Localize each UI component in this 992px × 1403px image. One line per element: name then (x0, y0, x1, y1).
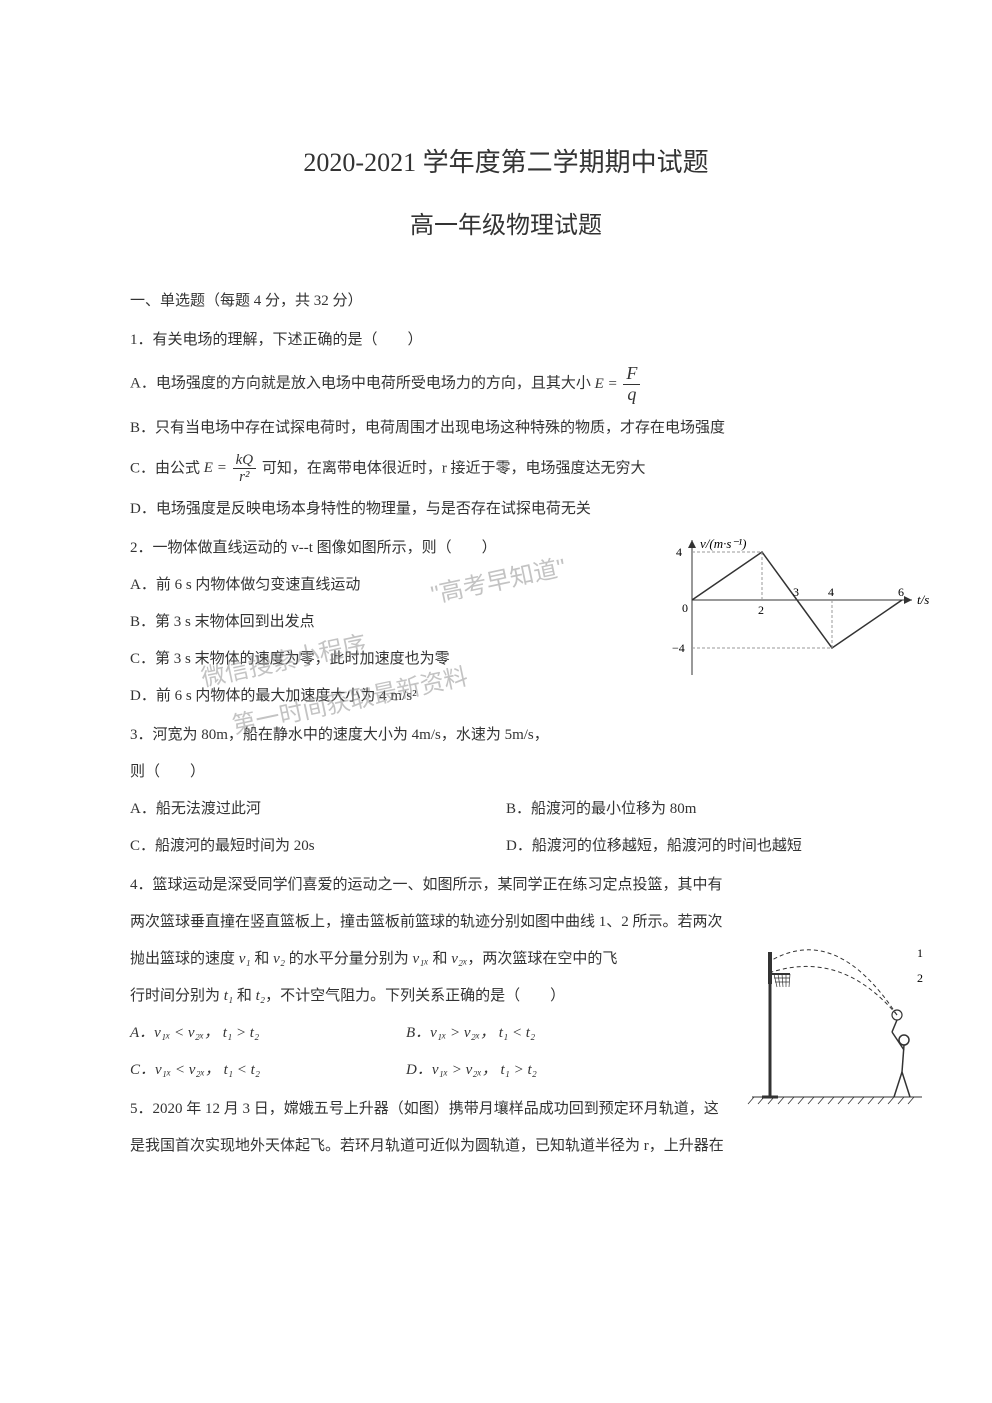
q3-option-a: A．船无法渡过此河 (130, 796, 506, 823)
page-title-sub: 高一年级物理试题 (130, 205, 882, 248)
q1-optA-prefix: A．电场强度的方向就是放入电场中电荷所受电场力的方向，且其大小 (130, 376, 595, 392)
q2-option-a: A．前 6 s 内物体做匀变速直线运动 (130, 572, 602, 599)
q1-option-d: D．电场强度是反映电场本身特性的物理量，与是否存在试探电荷无关 (130, 496, 882, 523)
svg-text:t/s: t/s (917, 592, 929, 607)
q4-v1: v₁ (239, 951, 251, 967)
svg-text:−4: −4 (672, 641, 685, 655)
q1c-eq-left: E (204, 460, 213, 476)
q1-fraction: Fq (623, 364, 640, 405)
q4-s3-suffix: ，两次篮球在空中的飞 (467, 951, 617, 967)
q1c-den: r² (233, 469, 257, 486)
q5-stem2: 是我国首次实现地外天体起飞。若环月轨道可近似为圆轨道，已知轨道半径为 r，上升器… (130, 1133, 882, 1160)
q1c-num: kQ (233, 452, 257, 470)
q1-optC-formula: E = kQr² (204, 460, 262, 476)
q3-stem2: 则（ ） (130, 759, 882, 786)
question-4: 4．篮球运动是深受同学们喜爱的运动之一、如图所示，某同学正在练习定点投篮，其中有… (130, 872, 882, 1084)
q3-option-b: B．船渡河的最小位移为 80m (506, 796, 882, 823)
q4-option-b: B．v₁ₓ > v₂ₓ， t₁ < t₂ (406, 1020, 682, 1047)
svg-text:2: 2 (758, 603, 764, 617)
q4-option-c: C．v₁ₓ < v₂ₓ， t₁ < t₂ (130, 1057, 406, 1084)
q1-eq-mid: = (604, 376, 622, 392)
q1-den: q (623, 385, 640, 405)
svg-text:0: 0 (682, 601, 688, 615)
svg-text:3: 3 (793, 585, 799, 599)
question-5: 5．2020 年 12 月 3 日，嫦娥五号上升器（如图）携带月壤样品成功回到预… (130, 1096, 882, 1160)
q3-option-c: C．船渡河的最短时间为 20s (130, 833, 506, 860)
q4-s4-suffix: ，不计空气阻力。下列关系正确的是（ ） (265, 988, 565, 1004)
question-3: 3．河宽为 80m，船在静水中的速度大小为 4m/s，水速为 5m/s， 则（ … (130, 722, 882, 860)
q1-num: F (623, 364, 640, 385)
q4-stem1: 4．篮球运动是深受同学们喜爱的运动之一、如图所示，某同学正在练习定点投篮，其中有 (130, 872, 882, 899)
q5-stem1: 5．2020 年 12 月 3 日，嫦娥五号上升器（如图）携带月壤样品成功回到预… (130, 1096, 882, 1123)
q2-vt-chart: t/s v/(m·s⁻¹) 0 4 −4 2 3 4 6 (662, 530, 932, 690)
q1-optA-formula: E = Fq (595, 376, 643, 392)
q4-option-a: A．v₁ₓ < v₂ₓ， t₁ > t₂ (130, 1020, 406, 1047)
svg-text:1: 1 (917, 946, 923, 960)
q1-optC-suffix: 可知，在离带电体很近时，r 接近于零，电场强度达无穷大 (262, 460, 646, 476)
q4-t1: t₁ (224, 988, 233, 1004)
q2-option-b: B．第 3 s 末物体回到出发点 (130, 609, 602, 636)
q2-option-c: C．第 3 s 末物体的速度为零，此时加速度也为零 (130, 646, 602, 673)
q3-option-d: D．船渡河的位移越短，船渡河的时间也越短 (506, 833, 882, 860)
q4-v2x: v₂ₓ (451, 951, 467, 967)
q1-option-a: A．电场强度的方向就是放入电场中电荷所受电场力的方向，且其大小 E = Fq (130, 364, 882, 405)
q4-m3: 和 (429, 951, 452, 967)
q4-stem3: 抛出篮球的速度 v₁ 和 v₂ 的水平分量分别为 v₁ₓ 和 v₂ₓ，两次篮球在… (130, 946, 682, 973)
q1-optC-prefix: C．由公式 (130, 460, 204, 476)
q4-v2: v₂ (273, 951, 285, 967)
svg-text:2: 2 (917, 971, 923, 985)
q4-t2: t₂ (256, 988, 265, 1004)
q4-stem4: 行时间分别为 t₁ 和 t₂，不计空气阻力。下列关系正确的是（ ） (130, 983, 682, 1010)
q4-m2: 的水平分量分别为 (285, 951, 413, 967)
q4-m1: 和 (251, 951, 274, 967)
question-2: 2．一物体做直线运动的 v--t 图像如图所示，则（ ） A．前 6 s 内物体… (130, 535, 882, 710)
q4-s4-prefix: 行时间分别为 (130, 988, 224, 1004)
svg-text:4: 4 (828, 585, 834, 599)
svg-text:4: 4 (676, 545, 682, 559)
q1c-eq-mid: = (213, 460, 231, 476)
svg-text:v/(m·s⁻¹): v/(m·s⁻¹) (700, 536, 747, 551)
q4-v1x: v₁ₓ (413, 951, 429, 967)
q2-option-d: D．前 6 s 内物体的最大加速度大小为 4 m/s² (130, 683, 602, 710)
q1-option-b: B．只有当电场中存在试探电荷时，电荷周围才出现电场这种特殊的物质，才存在电场强度 (130, 415, 882, 442)
page-title-main: 2020-2021 学年度第二学期期中试题 (130, 140, 882, 187)
q1-option-c: C．由公式 E = kQr² 可知，在离带电体很近时，r 接近于零，电场强度达无… (130, 452, 882, 486)
section-header: 一、单选题（每题 4 分，共 32 分） (130, 288, 882, 315)
question-1: 1．有关电场的理解，下述正确的是（ ） A．电场强度的方向就是放入电场中电荷所受… (130, 327, 882, 523)
q3-stem: 3．河宽为 80m，船在静水中的速度大小为 4m/s，水速为 5m/s， (130, 722, 882, 749)
q1c-fraction: kQr² (233, 452, 257, 486)
q4-s4-mid: 和 (233, 988, 256, 1004)
q4-basketball-diagram: 1 2 (742, 932, 932, 1112)
q1-eq-left: E (595, 376, 604, 392)
q4-s3-prefix: 抛出篮球的速度 (130, 951, 239, 967)
q4-option-d: D．v₁ₓ > v₂ₓ， t₁ > t₂ (406, 1057, 682, 1084)
svg-text:6: 6 (898, 585, 904, 599)
q1-stem: 1．有关电场的理解，下述正确的是（ ） (130, 327, 882, 354)
